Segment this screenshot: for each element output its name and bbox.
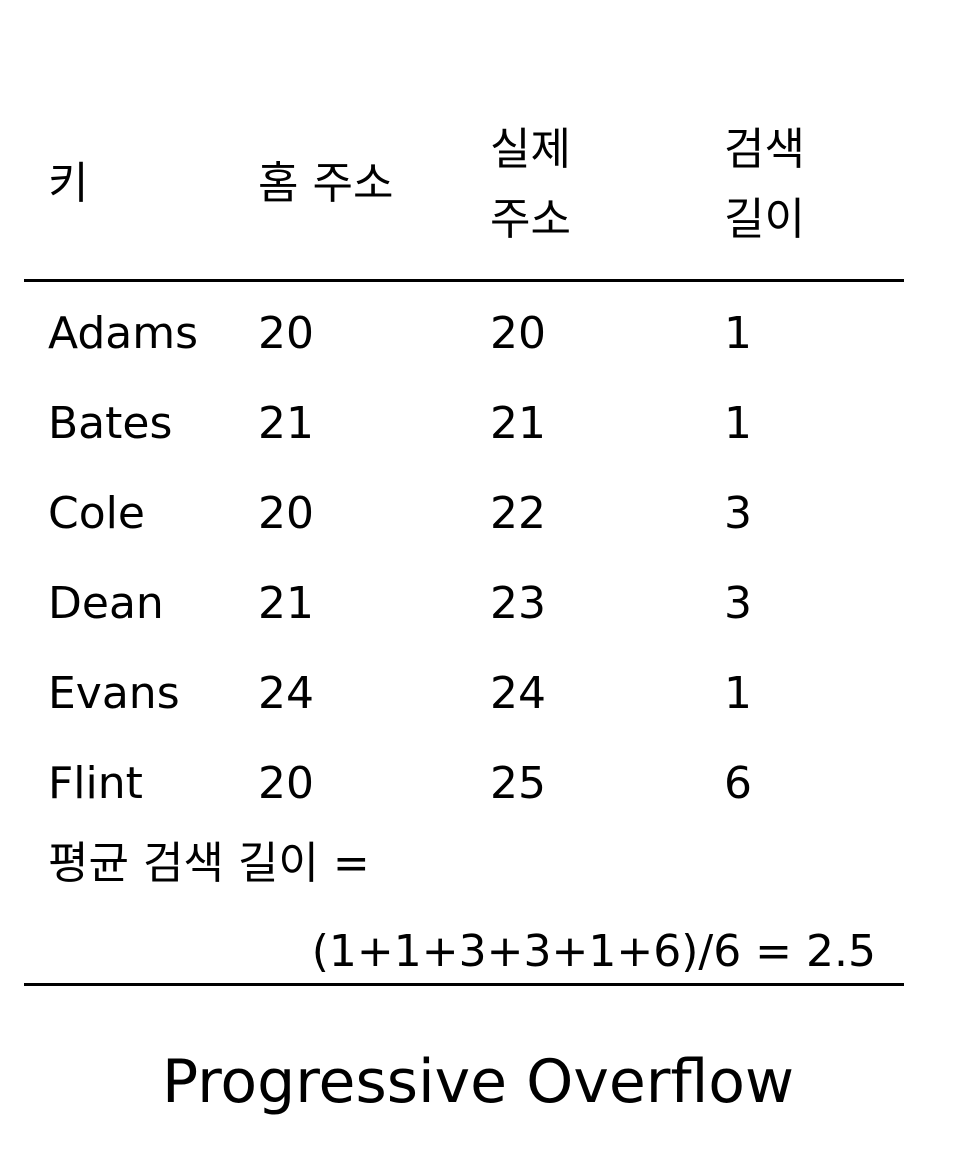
row-home-address: 21 bbox=[258, 578, 314, 629]
header-actual-address-line2: 주소 bbox=[490, 194, 571, 245]
header-divider bbox=[24, 279, 904, 282]
table-bottom-divider bbox=[24, 983, 904, 986]
row-home-address: 20 bbox=[258, 758, 314, 809]
row-key: Evans bbox=[48, 668, 180, 719]
row-home-address: 21 bbox=[258, 398, 314, 449]
header-key: 키 bbox=[48, 158, 89, 209]
row-actual-address: 24 bbox=[490, 668, 546, 719]
header-search-length-line1: 검색 bbox=[724, 124, 805, 175]
average-search-length-formula: (1+1+3+3+1+6)/6 = 2.5 bbox=[311, 926, 876, 977]
row-search-length: 1 bbox=[724, 668, 752, 719]
row-key: Cole bbox=[48, 488, 145, 539]
row-key: Adams bbox=[48, 308, 199, 359]
row-search-length: 3 bbox=[724, 578, 752, 629]
row-actual-address: 20 bbox=[490, 308, 546, 359]
row-actual-address: 22 bbox=[490, 488, 546, 539]
row-home-address: 24 bbox=[258, 668, 314, 719]
caption: Progressive Overflow bbox=[161, 1047, 795, 1117]
row-home-address: 20 bbox=[258, 308, 314, 359]
row-search-length: 3 bbox=[724, 488, 752, 539]
row-actual-address: 21 bbox=[490, 398, 546, 449]
average-search-length-label: 평균 검색 길이 = bbox=[48, 838, 370, 889]
row-search-length: 1 bbox=[724, 308, 752, 359]
row-actual-address: 25 bbox=[490, 758, 546, 809]
row-search-length: 1 bbox=[724, 398, 752, 449]
row-key: Dean bbox=[48, 578, 164, 629]
row-actual-address: 23 bbox=[490, 578, 546, 629]
row-search-length: 6 bbox=[724, 758, 752, 809]
header-search-length-line2: 길이 bbox=[724, 194, 805, 245]
header-actual-address-line1: 실제 bbox=[490, 124, 571, 175]
row-home-address: 20 bbox=[258, 488, 314, 539]
header-home-address: 홈 주소 bbox=[258, 158, 394, 209]
row-key: Bates bbox=[48, 398, 173, 449]
row-key: Flint bbox=[48, 758, 143, 809]
